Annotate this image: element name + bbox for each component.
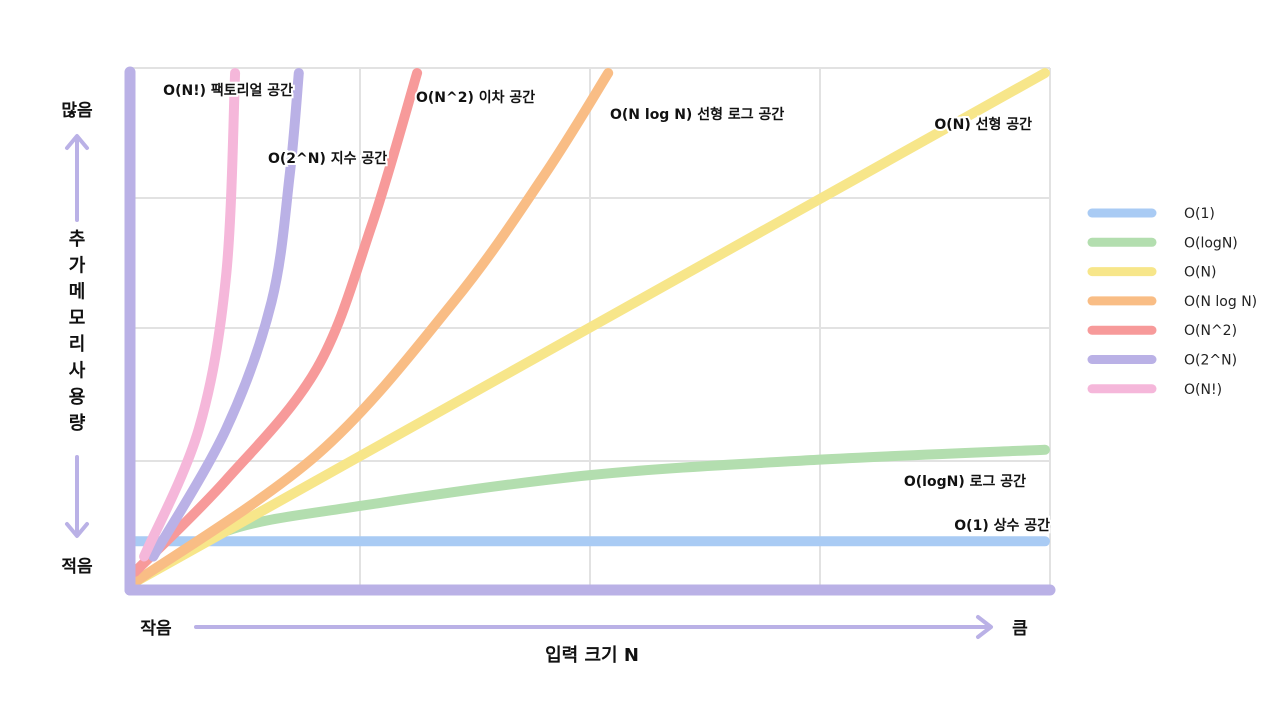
y-axis-high-label: 많음: [61, 101, 93, 121]
series-annotations: O(1) 상수 공간 O(logN) 로그 공간 O(N) 선형 공간 O(N log…: [161, 80, 1052, 536]
y-arrow-up-head: [65, 134, 89, 150]
y-axis-title-char: 모: [69, 308, 86, 329]
annotation-o-n: O(N!) 팩토리얼 공간: [163, 82, 293, 99]
y-arrow-down-head: [65, 522, 89, 538]
y-axis-title-char: 가: [69, 255, 86, 276]
y-axis-title-char: 량: [69, 413, 86, 434]
x-arrow-head: [976, 615, 993, 639]
x-axis-arrow: [194, 615, 993, 639]
x-axis-high-label: 큼: [1012, 619, 1028, 639]
annotation-o-n-log-n: O(N log N) 선형 로그 공간: [610, 106, 784, 123]
legend-label-o-n-log-n: O(N log N): [1184, 294, 1257, 310]
y-axis-title-char: 사: [69, 361, 86, 382]
legend-label-o-1: O(1): [1184, 206, 1215, 222]
legend-label-o-2-n: O(2^N): [1184, 353, 1237, 369]
y-axis-title-char: 메: [69, 282, 86, 303]
x-axis-title: 입력 크기 N: [545, 644, 639, 666]
legend-label-o-logn: O(logN): [1184, 235, 1238, 251]
series-line-o-n-log-n: [130, 68, 614, 587]
series-line-o-n-2: [130, 68, 423, 577]
series-lines: [130, 68, 1050, 587]
y-axis-title-char: 리: [69, 334, 86, 355]
legend-label-o-n: O(N): [1184, 265, 1216, 281]
legend-label-o-n: O(N!): [1184, 382, 1222, 398]
annotation-o-n-2: O(N^2) 이차 공간: [416, 89, 535, 106]
y-axis-title-char: 용: [69, 387, 86, 408]
x-axis-low-label: 작음: [140, 619, 172, 639]
y-axis-arrows: [65, 134, 89, 538]
series-line-o-n: [139, 68, 241, 562]
annotation-o-n: O(N) 선형 공간: [934, 116, 1032, 133]
y-axis-title-char: 추: [69, 229, 86, 250]
annotation-o-2-n: O(2^N) 지수 공간: [268, 150, 387, 167]
series-line-o-2-n: [148, 68, 304, 562]
series-line-o-n: [130, 68, 1050, 587]
annotation-o-logn: O(logN) 로그 공간: [904, 473, 1026, 490]
y-axis-low-label: 적음: [61, 557, 93, 577]
axes: [124, 66, 1056, 596]
annotation-o-1: O(1) 상수 공간: [954, 517, 1050, 534]
legend: O(1) O(logN) O(N) O(N log N) O(N^2) O(2^N) O(N…: [1087, 206, 1257, 398]
legend-label-o-n-2: O(N^2): [1184, 323, 1237, 339]
